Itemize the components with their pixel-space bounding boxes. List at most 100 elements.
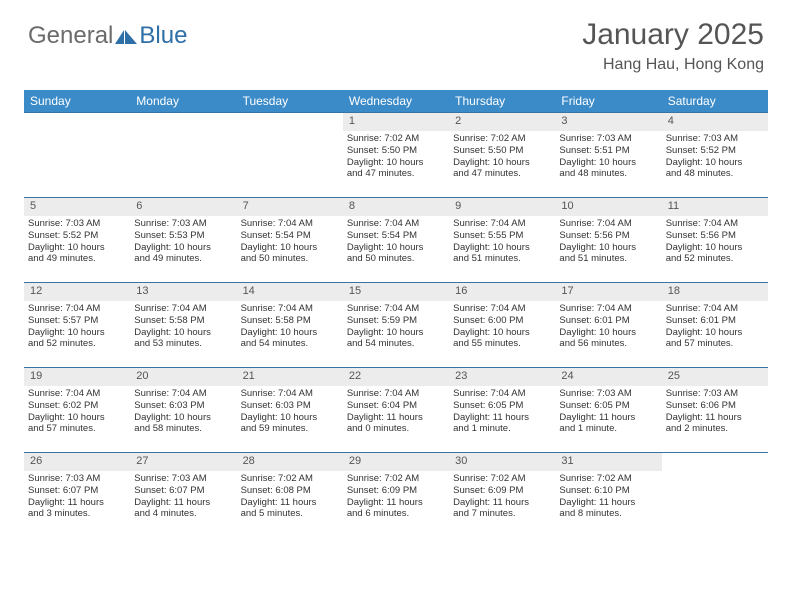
day-number: 22 bbox=[343, 368, 449, 386]
calendar-cell: 29Sunrise: 7:02 AMSunset: 6:09 PMDayligh… bbox=[343, 453, 449, 537]
daylight2-text: and 59 minutes. bbox=[241, 423, 339, 435]
sunset-text: Sunset: 5:58 PM bbox=[241, 315, 339, 327]
calendar-cell: . bbox=[662, 453, 768, 537]
day-number: 21 bbox=[237, 368, 343, 386]
sunset-text: Sunset: 5:56 PM bbox=[559, 230, 657, 242]
daylight2-text: and 56 minutes. bbox=[559, 338, 657, 350]
day-number: 12 bbox=[24, 283, 130, 301]
daylight2-text: and 0 minutes. bbox=[347, 423, 445, 435]
sunrise-text: Sunrise: 7:04 AM bbox=[347, 218, 445, 230]
daylight1-text: Daylight: 10 hours bbox=[347, 157, 445, 169]
calendar-cell: 11Sunrise: 7:04 AMSunset: 5:56 PMDayligh… bbox=[662, 198, 768, 282]
day-header-row: Sunday Monday Tuesday Wednesday Thursday… bbox=[24, 90, 768, 112]
daylight1-text: Daylight: 10 hours bbox=[453, 157, 551, 169]
daylight1-text: Daylight: 10 hours bbox=[134, 412, 232, 424]
calendar-cell: 5Sunrise: 7:03 AMSunset: 5:52 PMDaylight… bbox=[24, 198, 130, 282]
day-header: Sunday bbox=[24, 90, 130, 112]
day-number: 23 bbox=[449, 368, 555, 386]
daylight2-text: and 51 minutes. bbox=[559, 253, 657, 265]
sunrise-text: Sunrise: 7:04 AM bbox=[559, 218, 657, 230]
daylight1-text: Daylight: 10 hours bbox=[347, 327, 445, 339]
day-number: 31 bbox=[555, 453, 661, 471]
daylight2-text: and 8 minutes. bbox=[559, 508, 657, 520]
daylight1-text: Daylight: 10 hours bbox=[28, 242, 126, 254]
sunset-text: Sunset: 6:09 PM bbox=[347, 485, 445, 497]
calendar-cell: 8Sunrise: 7:04 AMSunset: 5:54 PMDaylight… bbox=[343, 198, 449, 282]
sunrise-text: Sunrise: 7:04 AM bbox=[666, 218, 764, 230]
page-subtitle: Hang Hau, Hong Kong bbox=[582, 56, 764, 74]
sunrise-text: Sunrise: 7:04 AM bbox=[134, 303, 232, 315]
sunset-text: Sunset: 6:05 PM bbox=[559, 400, 657, 412]
daylight2-text: and 52 minutes. bbox=[28, 338, 126, 350]
day-number: 9 bbox=[449, 198, 555, 216]
sunrise-text: Sunrise: 7:02 AM bbox=[241, 473, 339, 485]
sunrise-text: Sunrise: 7:04 AM bbox=[28, 388, 126, 400]
daylight2-text: and 54 minutes. bbox=[347, 338, 445, 350]
day-header: Monday bbox=[130, 90, 236, 112]
daylight2-text: and 52 minutes. bbox=[666, 253, 764, 265]
daylight2-text: and 50 minutes. bbox=[241, 253, 339, 265]
daylight2-text: and 6 minutes. bbox=[347, 508, 445, 520]
day-header: Tuesday bbox=[237, 90, 343, 112]
sunset-text: Sunset: 5:51 PM bbox=[559, 145, 657, 157]
sunset-text: Sunset: 5:54 PM bbox=[347, 230, 445, 242]
sunrise-text: Sunrise: 7:04 AM bbox=[134, 388, 232, 400]
calendar-cell: 13Sunrise: 7:04 AMSunset: 5:58 PMDayligh… bbox=[130, 283, 236, 367]
daylight2-text: and 1 minute. bbox=[453, 423, 551, 435]
calendar-cell: . bbox=[24, 113, 130, 197]
sunset-text: Sunset: 6:01 PM bbox=[559, 315, 657, 327]
day-number: 29 bbox=[343, 453, 449, 471]
day-number: 27 bbox=[130, 453, 236, 471]
sunrise-text: Sunrise: 7:02 AM bbox=[559, 473, 657, 485]
sunrise-text: Sunrise: 7:04 AM bbox=[241, 218, 339, 230]
daylight2-text: and 48 minutes. bbox=[666, 168, 764, 180]
sunset-text: Sunset: 5:55 PM bbox=[453, 230, 551, 242]
sunrise-text: Sunrise: 7:02 AM bbox=[347, 473, 445, 485]
daylight2-text: and 3 minutes. bbox=[28, 508, 126, 520]
day-number: 24 bbox=[555, 368, 661, 386]
sunrise-text: Sunrise: 7:04 AM bbox=[347, 388, 445, 400]
calendar-week: 5Sunrise: 7:03 AMSunset: 5:52 PMDaylight… bbox=[24, 197, 768, 282]
sunrise-text: Sunrise: 7:03 AM bbox=[666, 388, 764, 400]
daylight1-text: Daylight: 10 hours bbox=[134, 242, 232, 254]
daylight2-text: and 1 minute. bbox=[559, 423, 657, 435]
calendar-week: 12Sunrise: 7:04 AMSunset: 5:57 PMDayligh… bbox=[24, 282, 768, 367]
sunset-text: Sunset: 5:57 PM bbox=[28, 315, 126, 327]
sunset-text: Sunset: 5:53 PM bbox=[134, 230, 232, 242]
day-number: 1 bbox=[343, 113, 449, 131]
daylight2-text: and 50 minutes. bbox=[347, 253, 445, 265]
daylight2-text: and 4 minutes. bbox=[134, 508, 232, 520]
sunset-text: Sunset: 6:06 PM bbox=[666, 400, 764, 412]
sunrise-text: Sunrise: 7:03 AM bbox=[134, 473, 232, 485]
daylight2-text: and 53 minutes. bbox=[134, 338, 232, 350]
calendar-cell: 17Sunrise: 7:04 AMSunset: 6:01 PMDayligh… bbox=[555, 283, 661, 367]
sunrise-text: Sunrise: 7:04 AM bbox=[453, 303, 551, 315]
daylight1-text: Daylight: 11 hours bbox=[347, 412, 445, 424]
daylight1-text: Daylight: 11 hours bbox=[453, 412, 551, 424]
day-number: 25 bbox=[662, 368, 768, 386]
day-number: 6 bbox=[130, 198, 236, 216]
daylight1-text: Daylight: 10 hours bbox=[241, 412, 339, 424]
sunrise-text: Sunrise: 7:02 AM bbox=[347, 133, 445, 145]
logo-triangle-icon-2 bbox=[125, 30, 137, 44]
daylight1-text: Daylight: 10 hours bbox=[559, 157, 657, 169]
day-number: 11 bbox=[662, 198, 768, 216]
sunrise-text: Sunrise: 7:04 AM bbox=[28, 303, 126, 315]
sunset-text: Sunset: 6:07 PM bbox=[134, 485, 232, 497]
daylight2-text: and 47 minutes. bbox=[347, 168, 445, 180]
daylight2-text: and 57 minutes. bbox=[666, 338, 764, 350]
daylight1-text: Daylight: 10 hours bbox=[559, 327, 657, 339]
daylight1-text: Daylight: 10 hours bbox=[666, 242, 764, 254]
day-number: 30 bbox=[449, 453, 555, 471]
daylight2-text: and 49 minutes. bbox=[28, 253, 126, 265]
calendar-cell: 14Sunrise: 7:04 AMSunset: 5:58 PMDayligh… bbox=[237, 283, 343, 367]
day-number: 3 bbox=[555, 113, 661, 131]
sunset-text: Sunset: 5:50 PM bbox=[347, 145, 445, 157]
sunset-text: Sunset: 6:10 PM bbox=[559, 485, 657, 497]
sunset-text: Sunset: 6:01 PM bbox=[666, 315, 764, 327]
sunrise-text: Sunrise: 7:03 AM bbox=[134, 218, 232, 230]
calendar-cell: 24Sunrise: 7:03 AMSunset: 6:05 PMDayligh… bbox=[555, 368, 661, 452]
daylight2-text: and 55 minutes. bbox=[453, 338, 551, 350]
calendar-cell: 15Sunrise: 7:04 AMSunset: 5:59 PMDayligh… bbox=[343, 283, 449, 367]
calendar-cell: 6 Sunrise: 7:03 AMSunset: 5:53 PMDaylight… bbox=[130, 198, 236, 282]
